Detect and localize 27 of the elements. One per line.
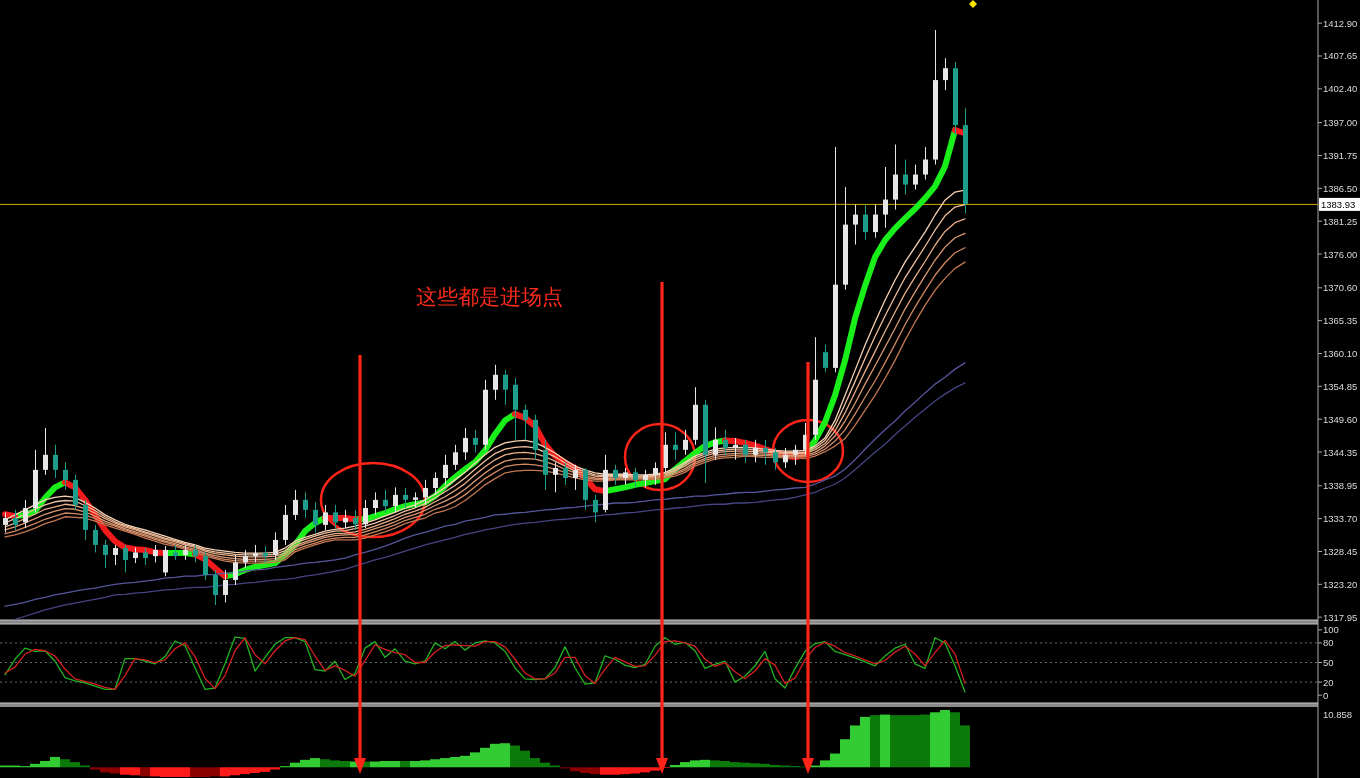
annotation: 这些都是进场点: [416, 285, 563, 309]
y-tick-label: 1412.90: [1323, 17, 1358, 29]
y-tick-label: 0: [1323, 689, 1329, 701]
y-tick-label: 1317.95: [1323, 611, 1358, 623]
y-tick-label: 1323.20: [1323, 578, 1358, 590]
y-tick-label: 1402.40: [1323, 83, 1358, 95]
y-tick-label: 1344.35: [1323, 446, 1358, 458]
y-tick-label: 1338.95: [1323, 480, 1358, 492]
y-tick-label: 1349.60: [1323, 413, 1358, 425]
y-tick-label: 50: [1323, 657, 1334, 669]
y-tick-label: 80: [1323, 637, 1334, 649]
y-tick-label: 1328.45: [1323, 545, 1358, 557]
y-tick-label: 100: [1323, 624, 1339, 636]
y-tick-label: 20: [1323, 676, 1334, 688]
y-tick-label: 1397.00: [1323, 117, 1358, 129]
y-tick-label: 1381.25: [1323, 215, 1358, 227]
y-tick-label: 1376.00: [1323, 248, 1358, 260]
text: 10.858: [1323, 708, 1353, 720]
y-tick-label: 1365.35: [1323, 315, 1358, 327]
y-tick-label: 1354.85: [1323, 380, 1358, 392]
y-tick-label: 1360.10: [1323, 347, 1358, 359]
y-tick-label: 1333.70: [1323, 513, 1358, 525]
ref-line-label: 1383.93: [1321, 198, 1356, 210]
y-tick-label: 1370.60: [1323, 282, 1358, 294]
y-tick-label: 1391.75: [1323, 149, 1358, 161]
y-tick-label: 1407.65: [1323, 50, 1358, 62]
y-tick-label: 1386.50: [1323, 182, 1358, 194]
